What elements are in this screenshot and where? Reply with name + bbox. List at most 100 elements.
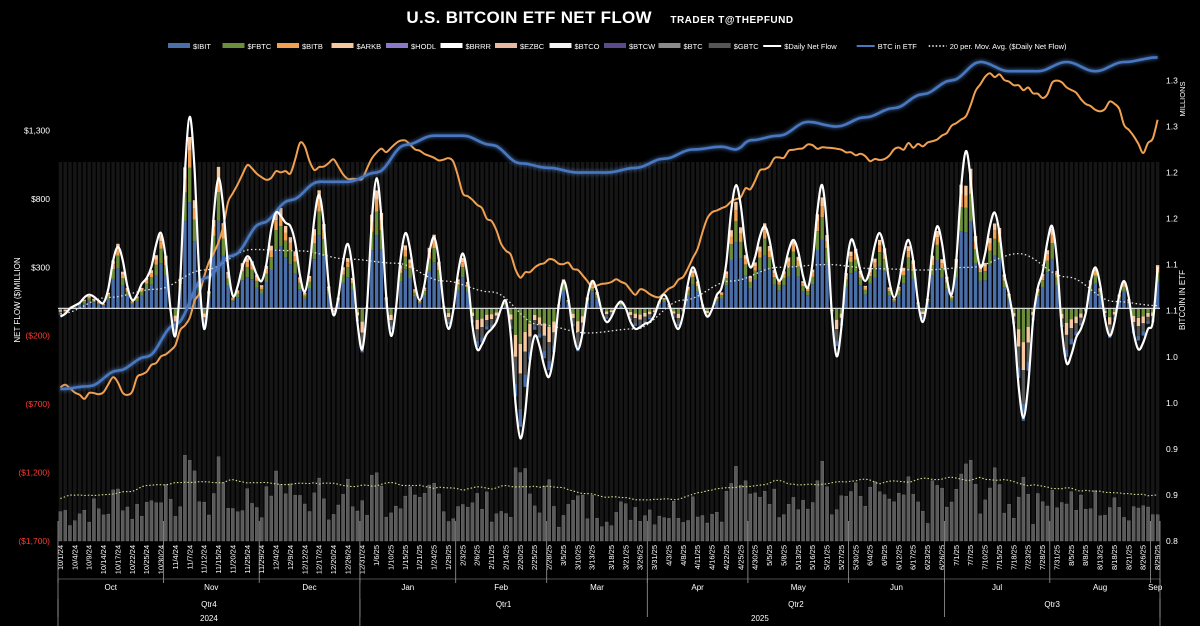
flow-bar-segment bbox=[226, 274, 230, 279]
flow-bar-segment bbox=[672, 311, 676, 314]
flow-bar-segment bbox=[748, 288, 752, 309]
background-column bbox=[1127, 162, 1131, 541]
flow-bar-segment bbox=[887, 291, 891, 296]
background-column bbox=[68, 162, 72, 541]
background-column bbox=[58, 162, 63, 541]
volume-bar bbox=[269, 495, 273, 542]
flow-bar-segment bbox=[154, 259, 158, 265]
background-column bbox=[830, 162, 834, 541]
volume-bar bbox=[988, 487, 992, 542]
background-column bbox=[1084, 162, 1088, 541]
flow-bar-segment bbox=[739, 233, 743, 242]
quarter-label: Qtr4 bbox=[201, 600, 217, 609]
flow-bar-segment bbox=[212, 253, 216, 309]
month-label: Oct bbox=[104, 583, 117, 592]
background-column bbox=[911, 162, 915, 541]
flow-bar-segment bbox=[509, 314, 513, 320]
flow-bar-segment bbox=[1036, 292, 1040, 297]
legend-label: 20 per. Mov. Avg. ($Daily Net Flow) bbox=[950, 42, 1067, 51]
flow-bar-segment bbox=[470, 312, 475, 317]
volume-bar bbox=[303, 503, 307, 542]
background-column bbox=[997, 162, 1002, 541]
flow-bar-segment bbox=[973, 263, 978, 309]
flow-bar-segment bbox=[523, 351, 527, 375]
flow-bar-segment bbox=[58, 310, 63, 312]
flow-bar-segment bbox=[949, 298, 954, 301]
flow-bar-segment bbox=[518, 409, 522, 427]
flow-bar-segment bbox=[911, 278, 915, 309]
legend-label: $BTCW bbox=[629, 42, 656, 51]
flow-bar-segment bbox=[638, 308, 642, 315]
flow-bar-segment bbox=[988, 264, 992, 309]
flow-bar-segment bbox=[494, 308, 499, 313]
flow-bar-segment bbox=[825, 262, 829, 309]
flow-bar-segment bbox=[796, 276, 800, 309]
y-tick-label: ($1,700) bbox=[18, 536, 50, 546]
background-column bbox=[202, 162, 206, 541]
volume-bar bbox=[1088, 508, 1093, 542]
volume-bar bbox=[921, 511, 925, 542]
flow-bar-segment bbox=[269, 257, 273, 270]
flow-bar-segment bbox=[1146, 308, 1150, 313]
flow-bar-segment bbox=[77, 304, 82, 309]
background-column bbox=[719, 162, 724, 541]
legend-label: $Daily Net Flow bbox=[784, 42, 837, 51]
flow-bar-segment bbox=[288, 250, 293, 265]
background-column bbox=[1031, 162, 1035, 541]
x-tick-label: 3/26/25 bbox=[636, 545, 645, 570]
flow-bar-segment bbox=[274, 249, 278, 309]
background-column bbox=[173, 162, 178, 541]
background-column bbox=[811, 162, 815, 541]
flow-bar-segment bbox=[456, 290, 460, 309]
volume-bar bbox=[437, 493, 441, 542]
background-column bbox=[398, 162, 403, 541]
background-column bbox=[351, 162, 355, 541]
background-column bbox=[149, 162, 154, 541]
flow-bar-segment bbox=[806, 291, 810, 296]
flow-bar-segment bbox=[791, 244, 796, 252]
volume-bar bbox=[77, 513, 82, 542]
flow-bar-segment bbox=[734, 201, 738, 211]
x-tick-label: 12/31/24 bbox=[358, 545, 367, 574]
flow-bar-segment bbox=[259, 294, 264, 309]
background-column bbox=[648, 162, 652, 541]
flow-bar-segment bbox=[192, 200, 197, 209]
flow-bar-segment bbox=[422, 295, 427, 309]
x-tick-label: 2/20/25 bbox=[516, 545, 525, 570]
flow-bar-segment bbox=[878, 252, 882, 266]
flow-bar-segment bbox=[537, 324, 542, 334]
background-column bbox=[389, 162, 393, 541]
flow-bar-segment bbox=[973, 249, 978, 264]
flow-bar-segment bbox=[350, 280, 355, 284]
flow-bar-segment bbox=[140, 287, 144, 290]
flow-bar-segment bbox=[820, 206, 824, 218]
flow-bar-segment bbox=[533, 320, 537, 327]
volume-bar bbox=[830, 514, 834, 542]
y2-tick-label: 0.8 bbox=[1166, 536, 1178, 546]
background-column bbox=[696, 162, 700, 541]
legend-label: $BTC bbox=[684, 42, 704, 51]
flow-bar-segment bbox=[1112, 308, 1117, 312]
flow-bar-segment bbox=[87, 298, 91, 301]
volume-bar bbox=[183, 455, 187, 542]
x-tick-label: 10/17/24 bbox=[113, 545, 122, 574]
flow-bar-segment bbox=[192, 241, 197, 309]
x-tick-label: 5/27/25 bbox=[837, 545, 846, 570]
flow-bar-segment bbox=[672, 313, 676, 317]
flow-bar-segment bbox=[791, 239, 796, 245]
volume-bar bbox=[413, 494, 417, 542]
flow-bar-segment bbox=[106, 295, 110, 299]
flow-bar-segment bbox=[87, 296, 91, 298]
volume-bar bbox=[120, 510, 125, 542]
flow-bar-segment bbox=[1045, 260, 1050, 273]
flow-bar-segment bbox=[264, 282, 269, 309]
volume-bar bbox=[873, 481, 877, 542]
background-column bbox=[336, 162, 340, 541]
flow-bar-segment bbox=[116, 255, 120, 269]
flow-bar-segment bbox=[772, 284, 776, 309]
volume-bar bbox=[533, 505, 537, 542]
flow-bar-segment bbox=[1136, 326, 1141, 336]
flow-bar-segment bbox=[283, 232, 288, 241]
legend-swatch bbox=[222, 43, 245, 48]
background-column bbox=[293, 162, 297, 541]
